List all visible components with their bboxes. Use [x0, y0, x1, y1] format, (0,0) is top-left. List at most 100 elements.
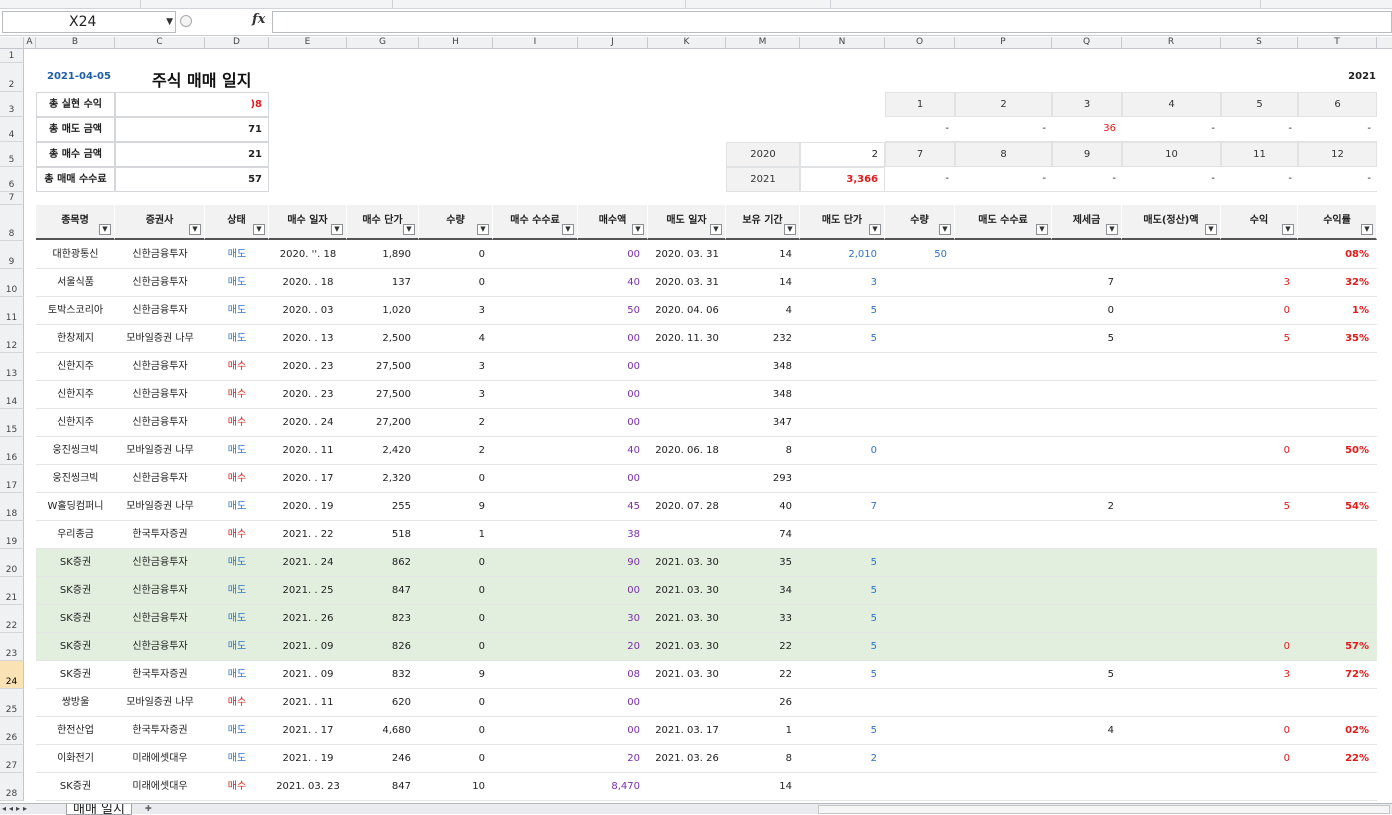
table-cell-hold[interactable]: 4	[726, 297, 800, 325]
table-cell-rate[interactable]	[1298, 605, 1377, 633]
summary-label[interactable]: 총 실현 수익	[36, 92, 115, 117]
table-cell-rate[interactable]: 72%	[1298, 661, 1377, 689]
column-header[interactable]: J	[578, 37, 648, 48]
table-cell-buy-price[interactable]: 255	[347, 493, 419, 521]
table-cell-tax[interactable]	[1052, 353, 1122, 381]
filter-dropdown-icon[interactable]: ▼	[562, 224, 574, 235]
table-cell-qty[interactable]: 0	[419, 577, 493, 605]
table-header[interactable]: 수량 ▼	[885, 205, 955, 240]
table-cell-fee[interactable]	[493, 381, 578, 409]
table-cell-buy-price[interactable]: 27,500	[347, 353, 419, 381]
row-header[interactable]: 21	[0, 577, 24, 605]
year-2020-label[interactable]: 2020	[726, 142, 800, 167]
table-cell-rate[interactable]: 50%	[1298, 437, 1377, 465]
table-cell-sell-price[interactable]: 0	[800, 437, 885, 465]
table-cell-hold[interactable]: 74	[726, 521, 800, 549]
column-header[interactable]: N	[800, 37, 885, 48]
table-cell-broker[interactable]: 신한금융투자	[115, 297, 205, 325]
filter-dropdown-icon[interactable]: ▼	[99, 224, 111, 235]
month-value[interactable]: -	[1122, 167, 1221, 192]
table-cell-status[interactable]: 매수	[205, 353, 269, 381]
table-cell-broker[interactable]: 모바일증권 나무	[115, 493, 205, 521]
table-cell-tax[interactable]: 7	[1052, 269, 1122, 297]
table-cell-broker[interactable]: 신한금융투자	[115, 241, 205, 269]
table-cell-buy-date[interactable]: 2020. . 23	[269, 353, 347, 381]
table-cell-fee[interactable]	[493, 409, 578, 437]
table-cell-amount[interactable]: 08	[578, 661, 648, 689]
table-cell-fee[interactable]	[493, 661, 578, 689]
month-value[interactable]: -	[1298, 167, 1377, 192]
table-cell-buy-price[interactable]: 823	[347, 605, 419, 633]
table-cell-profit[interactable]: 0	[1221, 717, 1298, 745]
table-cell-status[interactable]: 매도	[205, 325, 269, 353]
table-cell-sell-date[interactable]: 2020. 03. 31	[648, 269, 726, 297]
row-header[interactable]: 18	[0, 493, 24, 521]
table-cell-fee[interactable]	[493, 549, 578, 577]
table-cell-sell-fee[interactable]	[955, 409, 1052, 437]
table-cell-sell-fee[interactable]	[955, 521, 1052, 549]
row-header[interactable]: 20	[0, 549, 24, 577]
table-cell-buy-price[interactable]: 1,020	[347, 297, 419, 325]
table-cell-settle[interactable]	[1122, 773, 1221, 801]
table-cell-broker[interactable]: 미래에셋대우	[115, 773, 205, 801]
table-cell-sell-fee[interactable]	[955, 745, 1052, 773]
table-cell-rate[interactable]: 1%	[1298, 297, 1377, 325]
table-cell-settle[interactable]	[1122, 437, 1221, 465]
table-cell-broker[interactable]: 신한금융투자	[115, 549, 205, 577]
table-cell-name[interactable]: 이화전기	[36, 745, 115, 773]
table-cell-amount[interactable]: 00	[578, 577, 648, 605]
table-cell-buy-price[interactable]: 620	[347, 689, 419, 717]
table-cell-sell-qty[interactable]	[885, 325, 955, 353]
table-cell-fee[interactable]	[493, 465, 578, 493]
table-cell-name[interactable]: 대한광통신	[36, 241, 115, 269]
table-cell-sell-date[interactable]: 2021. 03. 30	[648, 577, 726, 605]
table-cell-status[interactable]: 매도	[205, 549, 269, 577]
table-header[interactable]: 수익률 ▼	[1298, 205, 1377, 240]
table-cell-qty[interactable]: 0	[419, 269, 493, 297]
table-cell-status[interactable]: 매도	[205, 633, 269, 661]
table-cell-tax[interactable]: 0	[1052, 297, 1122, 325]
table-cell-sell-qty[interactable]	[885, 717, 955, 745]
filter-dropdown-icon[interactable]: ▼	[632, 224, 644, 235]
table-cell-settle[interactable]	[1122, 409, 1221, 437]
table-header[interactable]: 수량 ▼	[419, 205, 493, 240]
table-cell-settle[interactable]	[1122, 717, 1221, 745]
table-cell-status[interactable]: 매도	[205, 661, 269, 689]
table-cell-name[interactable]: SK증권	[36, 661, 115, 689]
table-cell-name[interactable]: 우리종금	[36, 521, 115, 549]
filter-dropdown-icon[interactable]: ▼	[189, 224, 201, 235]
table-cell-fee[interactable]	[493, 325, 578, 353]
table-cell-qty[interactable]: 0	[419, 605, 493, 633]
table-cell-broker[interactable]: 한국투자증권	[115, 521, 205, 549]
table-cell-sell-fee[interactable]	[955, 297, 1052, 325]
table-cell-sell-fee[interactable]	[955, 325, 1052, 353]
table-cell-sell-fee[interactable]	[955, 493, 1052, 521]
table-cell-broker[interactable]: 모바일증권 나무	[115, 437, 205, 465]
table-cell-tax[interactable]	[1052, 465, 1122, 493]
table-cell-amount[interactable]: 50	[578, 297, 648, 325]
table-cell-sell-qty[interactable]	[885, 605, 955, 633]
month-header[interactable]: 10	[1122, 142, 1221, 167]
row-header[interactable]: 16	[0, 437, 24, 465]
month-header[interactable]: 12	[1298, 142, 1377, 167]
table-cell-buy-date[interactable]: 2021. 03. 23	[269, 773, 347, 801]
table-cell-profit[interactable]	[1221, 409, 1298, 437]
table-cell-profit[interactable]	[1221, 465, 1298, 493]
table-cell-amount[interactable]: 00	[578, 325, 648, 353]
table-cell-name[interactable]: 한창제지	[36, 325, 115, 353]
table-cell-qty[interactable]: 0	[419, 717, 493, 745]
table-cell-sell-qty[interactable]	[885, 661, 955, 689]
summary-label[interactable]: 총 매도 금액	[36, 117, 115, 142]
table-cell-rate[interactable]	[1298, 689, 1377, 717]
sheet-nav-icon[interactable]: ◂◂▸▸	[2, 804, 31, 813]
table-cell-buy-price[interactable]: 137	[347, 269, 419, 297]
table-cell-profit[interactable]	[1221, 577, 1298, 605]
table-cell-hold[interactable]: 22	[726, 633, 800, 661]
filter-dropdown-icon[interactable]: ▼	[1282, 224, 1294, 235]
table-header[interactable]: 매도 일자 ▼	[648, 205, 726, 240]
table-cell-status[interactable]: 매도	[205, 605, 269, 633]
table-header[interactable]: 매수 수수료 ▼	[493, 205, 578, 240]
row-header[interactable]: 4	[0, 117, 24, 142]
table-cell-profit[interactable]: 3	[1221, 661, 1298, 689]
table-cell-broker[interactable]: 한국투자증권	[115, 661, 205, 689]
